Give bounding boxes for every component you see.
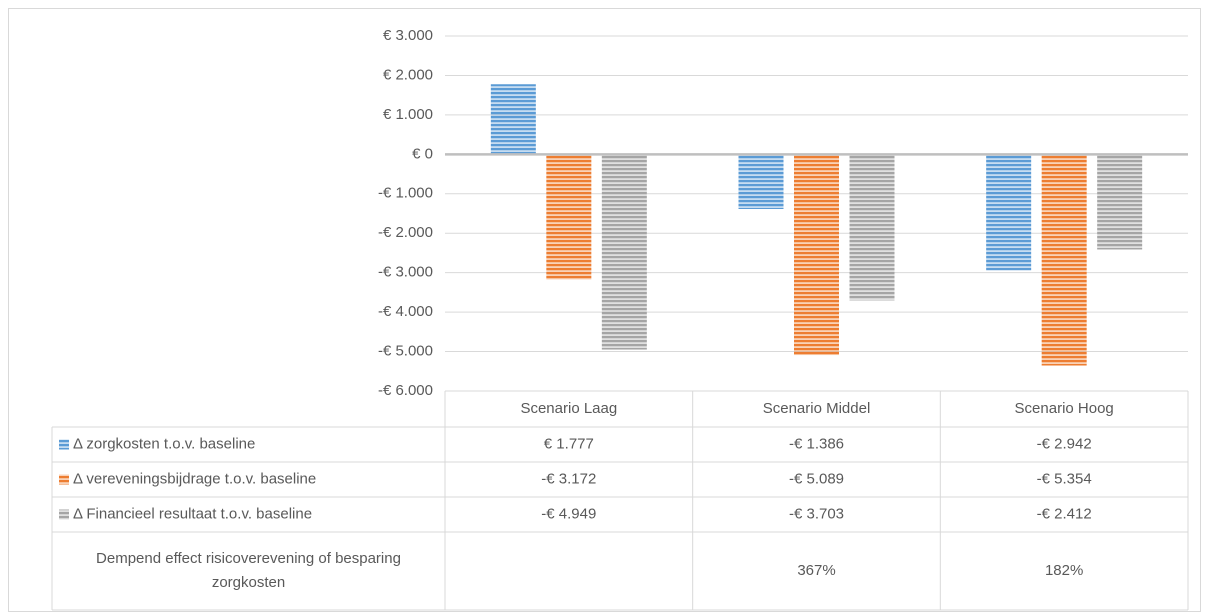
table-value: -€ 2.412 [1037,505,1092,522]
y-tick-label: -€ 1.000 [378,185,433,202]
legend-label: Δ zorgkosten t.o.v. baseline [73,435,255,452]
legend-key [59,509,69,520]
table-value: -€ 4.949 [541,505,596,522]
bar [1097,154,1143,250]
legend-key [59,439,69,450]
table-value: 182% [1045,562,1083,579]
bar [849,154,895,301]
y-tick-label: -€ 2.000 [378,224,433,241]
bar [601,154,647,350]
bar [738,154,784,210]
table-value: -€ 5.354 [1037,470,1092,487]
extra-row-label-cell: Dempend effect risicoverevening of bespa… [52,532,445,610]
table-value: -€ 5.089 [789,470,844,487]
y-tick-label: -€ 5.000 [378,343,433,360]
x-tick-label: Scenario Laag [520,400,617,417]
y-tick-label: € 1.000 [383,106,433,123]
table-value: -€ 3.172 [541,470,596,487]
bar [490,84,536,155]
y-tick-label: -€ 6.000 [378,382,433,399]
chart-border [8,8,1201,612]
y-tick-label: -€ 4.000 [378,303,433,320]
table-value: -€ 2.942 [1037,435,1092,452]
bar [794,154,839,356]
legend-key [59,474,69,485]
y-tick-label: € 2.000 [383,66,433,83]
bar [986,154,1032,271]
x-tick-label: Scenario Middel [763,400,871,417]
extra-row-label: Dempend effect risicoverevening of bespa… [96,550,401,591]
bar [1041,154,1087,366]
y-tick-label: -€ 3.000 [378,264,433,281]
y-tick-label: € 0 [412,145,433,162]
table-value: -€ 1.386 [789,435,844,452]
table-value: -€ 3.703 [789,505,844,522]
table-value: 367% [797,562,835,579]
table-value: € 1.777 [544,435,594,452]
x-tick-label: Scenario Hoog [1015,400,1114,417]
legend-label: Δ Financieel resultaat t.o.v. baseline [73,505,312,522]
y-tick-label: € 3.000 [383,27,433,44]
legend-label: Δ vereveningsbijdrage t.o.v. baseline [73,470,316,487]
bar [546,154,592,280]
